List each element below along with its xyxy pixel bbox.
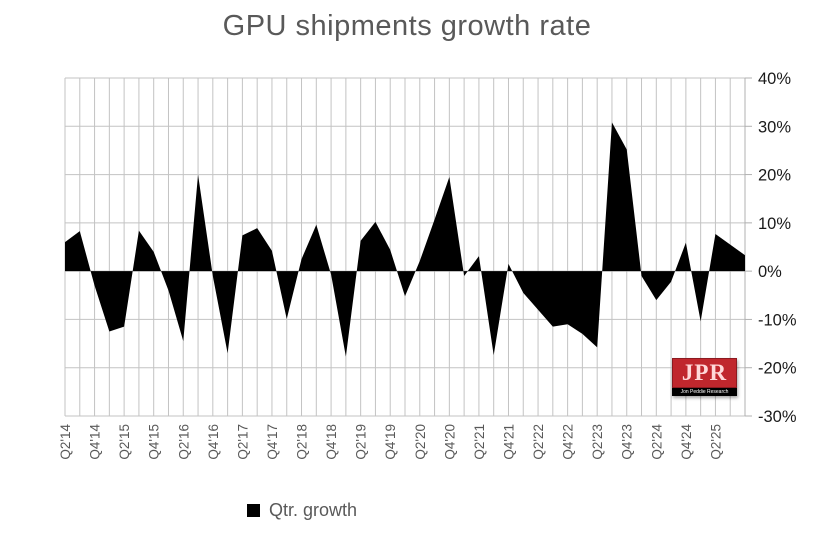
x-tick-label: Q4'20 bbox=[442, 424, 457, 460]
y-tick-label: 30% bbox=[758, 118, 791, 136]
y-tick-label: 0% bbox=[758, 263, 782, 281]
y-tick-label: -20% bbox=[758, 360, 797, 378]
jpr-logo-text: JPR bbox=[672, 358, 737, 388]
y-tick-label: -30% bbox=[758, 408, 797, 426]
legend-label: Qtr. growth bbox=[269, 500, 358, 520]
legend-swatch-icon bbox=[247, 504, 260, 517]
x-tick-label: Q2'22 bbox=[531, 424, 546, 460]
x-tick-label: Q4'14 bbox=[88, 424, 103, 460]
jpr-logo: JPR Jon Peddie Research bbox=[672, 358, 737, 396]
x-tick-label: Q4'22 bbox=[561, 424, 576, 460]
x-tick-label: Q2'21 bbox=[472, 424, 487, 460]
x-tick-label: Q4'17 bbox=[265, 424, 280, 460]
x-tick-label: Q4'24 bbox=[679, 424, 694, 460]
y-tick-label: 10% bbox=[758, 215, 791, 233]
legend: Qtr. growth bbox=[247, 500, 357, 521]
y-tick-label: 40% bbox=[758, 70, 791, 88]
x-tick-label: Q2'20 bbox=[413, 424, 428, 460]
x-tick-label: Q2'25 bbox=[708, 424, 723, 460]
y-tick-label: -10% bbox=[758, 311, 797, 329]
chart-title: GPU shipments growth rate bbox=[222, 10, 592, 42]
x-tick-label: Q4'21 bbox=[501, 424, 516, 460]
x-tick-label: Q2'24 bbox=[649, 424, 664, 460]
y-tick-label: 20% bbox=[758, 167, 791, 185]
x-tick-label: Q2'23 bbox=[590, 424, 605, 460]
x-tick-label: Q4'15 bbox=[147, 424, 162, 460]
area-series-qtr-growth bbox=[65, 122, 745, 357]
x-tick-label: Q2'15 bbox=[117, 424, 132, 460]
x-tick-label: Q2'19 bbox=[354, 424, 369, 460]
x-tick-label: Q2'17 bbox=[235, 424, 250, 460]
x-tick-label: Q4'19 bbox=[383, 424, 398, 460]
x-tick-label: Q4'23 bbox=[620, 424, 635, 460]
x-tick-label: Q4'16 bbox=[206, 424, 221, 460]
x-tick-label: Q2'18 bbox=[295, 424, 310, 460]
x-tick-label: Q4'18 bbox=[324, 424, 339, 460]
x-tick-label: Q2'14 bbox=[58, 424, 73, 460]
jpr-logo-subtext: Jon Peddie Research bbox=[672, 388, 737, 396]
x-tick-label: Q2'16 bbox=[176, 424, 191, 460]
